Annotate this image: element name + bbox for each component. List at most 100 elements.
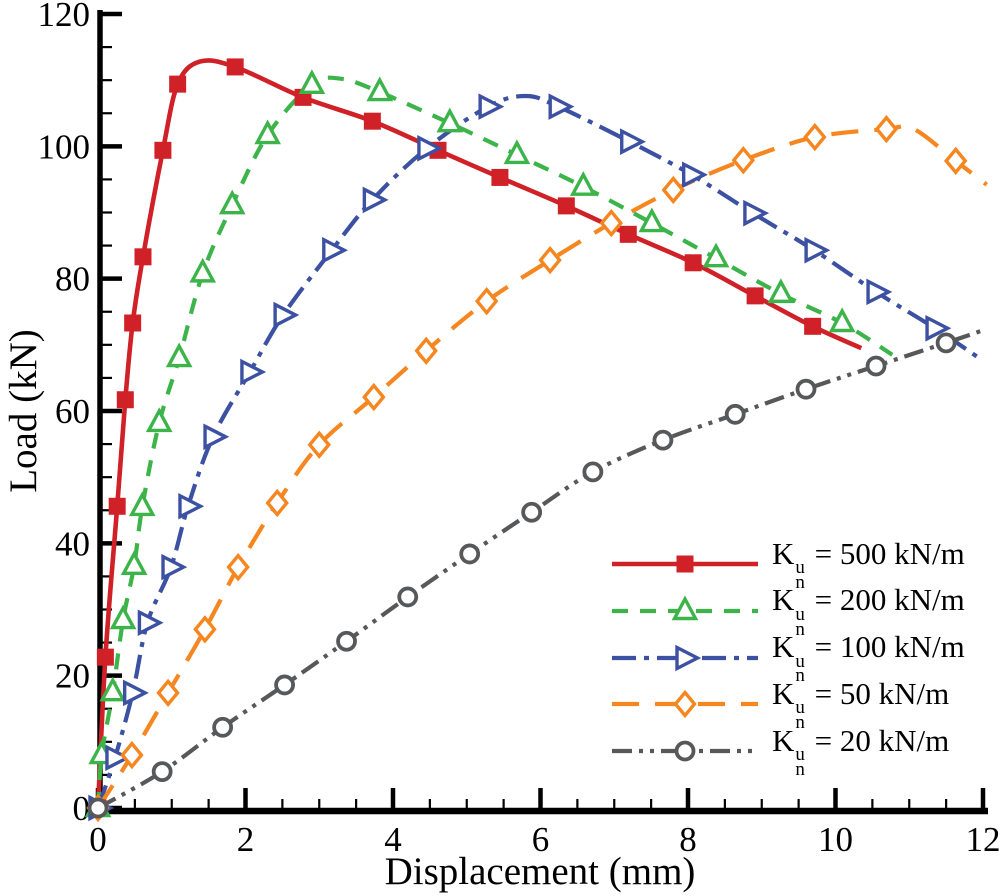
marker-triangle-up [99,676,127,702]
marker-triangle-right [866,278,893,306]
marker-triangle-right [240,358,267,386]
marker-diamond [599,208,624,238]
marker-square [134,248,152,266]
marker-diamond [731,146,756,175]
marker-triangle-up [165,342,193,368]
marker-circle [795,378,817,400]
marker-circle [724,403,746,425]
marker-diamond [265,488,289,518]
marker-circle [935,332,957,354]
marker-triangle-up [828,307,856,333]
x-axis-ticks [95,788,986,810]
marker-diamond [193,615,217,644]
marker-diamond [120,740,144,770]
marker-circle [212,716,234,738]
marker-triangle-right [203,423,230,451]
marker-square [619,225,637,243]
marker-square [363,112,381,130]
y-tick-labels: 0 20 40 60 80 100 120 [38,0,91,828]
x-tick-label-4: 4 [384,820,402,859]
marker-triangle-up [145,407,173,433]
marker-triangle-right [137,609,164,637]
marker-square [169,75,187,93]
marker-triangle-up [120,550,148,576]
legend-swatch-k20 [612,740,758,762]
legend-swatch-k500 [612,555,758,573]
marker-circle [582,461,604,483]
y-tick-label-40: 40 [55,524,90,563]
marker-triangle-right [417,135,444,162]
marker-triangle-right [178,492,205,520]
y-tick-label-60: 60 [55,392,90,431]
marker-triangle-up [569,171,597,196]
marker-triangle-up [254,119,281,145]
marker-diamond [538,245,562,275]
marker-diamond [156,678,180,708]
series-markers-k20 [87,332,957,819]
marker-triangle-right [548,93,575,120]
y-tick-label-20: 20 [55,657,90,696]
marker-diamond [226,552,250,582]
series-markers-k100 [88,93,952,822]
series-markers [84,58,968,823]
marker-square [96,648,114,666]
x-axis-title: Displacement (mm) [385,850,696,893]
marker-triangle-up [638,207,666,233]
x-tick-label-10: 10 [818,820,853,859]
marker-triangle-up [298,69,326,94]
marker-square [124,314,142,332]
series-line-k20 [96,328,984,810]
marker-square [557,197,575,215]
legend-swatch-k100 [612,644,758,671]
marker-circle [652,429,674,451]
marker-circle [521,501,543,523]
marker-square [154,141,172,159]
x-tick-label-2: 2 [237,820,255,859]
marker-triangle-up [503,139,531,165]
marker-triangle-right [362,186,389,214]
marker-diamond [874,114,899,144]
x-tick-label-0: 0 [89,820,107,859]
marker-square [684,254,702,272]
x-tick-label-6: 6 [532,820,550,859]
marker-triangle-up [189,257,217,283]
marker-triangle-right [925,315,952,342]
y-tick-label-0: 0 [73,789,91,828]
marker-triangle-up [218,189,246,215]
marker-circle [459,543,481,565]
y-tick-label-80: 80 [55,260,90,299]
y-tick-label-120: 120 [38,0,91,34]
marker-square [226,58,244,76]
marker-diamond [803,122,827,152]
y-tick-label-100: 100 [38,127,91,166]
marker-triangle-up [128,491,156,517]
marker-triangle-right [105,744,132,771]
marker-diamond [362,382,386,412]
series-markers-k500 [89,58,822,817]
marker-diamond [474,286,499,316]
marker-triangle-up [702,242,730,268]
legend-swatch-k50 [612,690,758,719]
marker-circle [336,630,357,652]
marker-triangle-up [109,604,137,630]
marker-triangle-up [366,76,394,102]
series-line-k100 [96,93,979,809]
x-tick-labels: 0 2 4 6 8 10 12 [89,820,1000,859]
y-axis-title: Load (kN) [2,329,45,493]
marker-square [108,497,126,515]
marker-triangle-right [743,199,770,227]
marker-triangle-right [478,93,505,120]
